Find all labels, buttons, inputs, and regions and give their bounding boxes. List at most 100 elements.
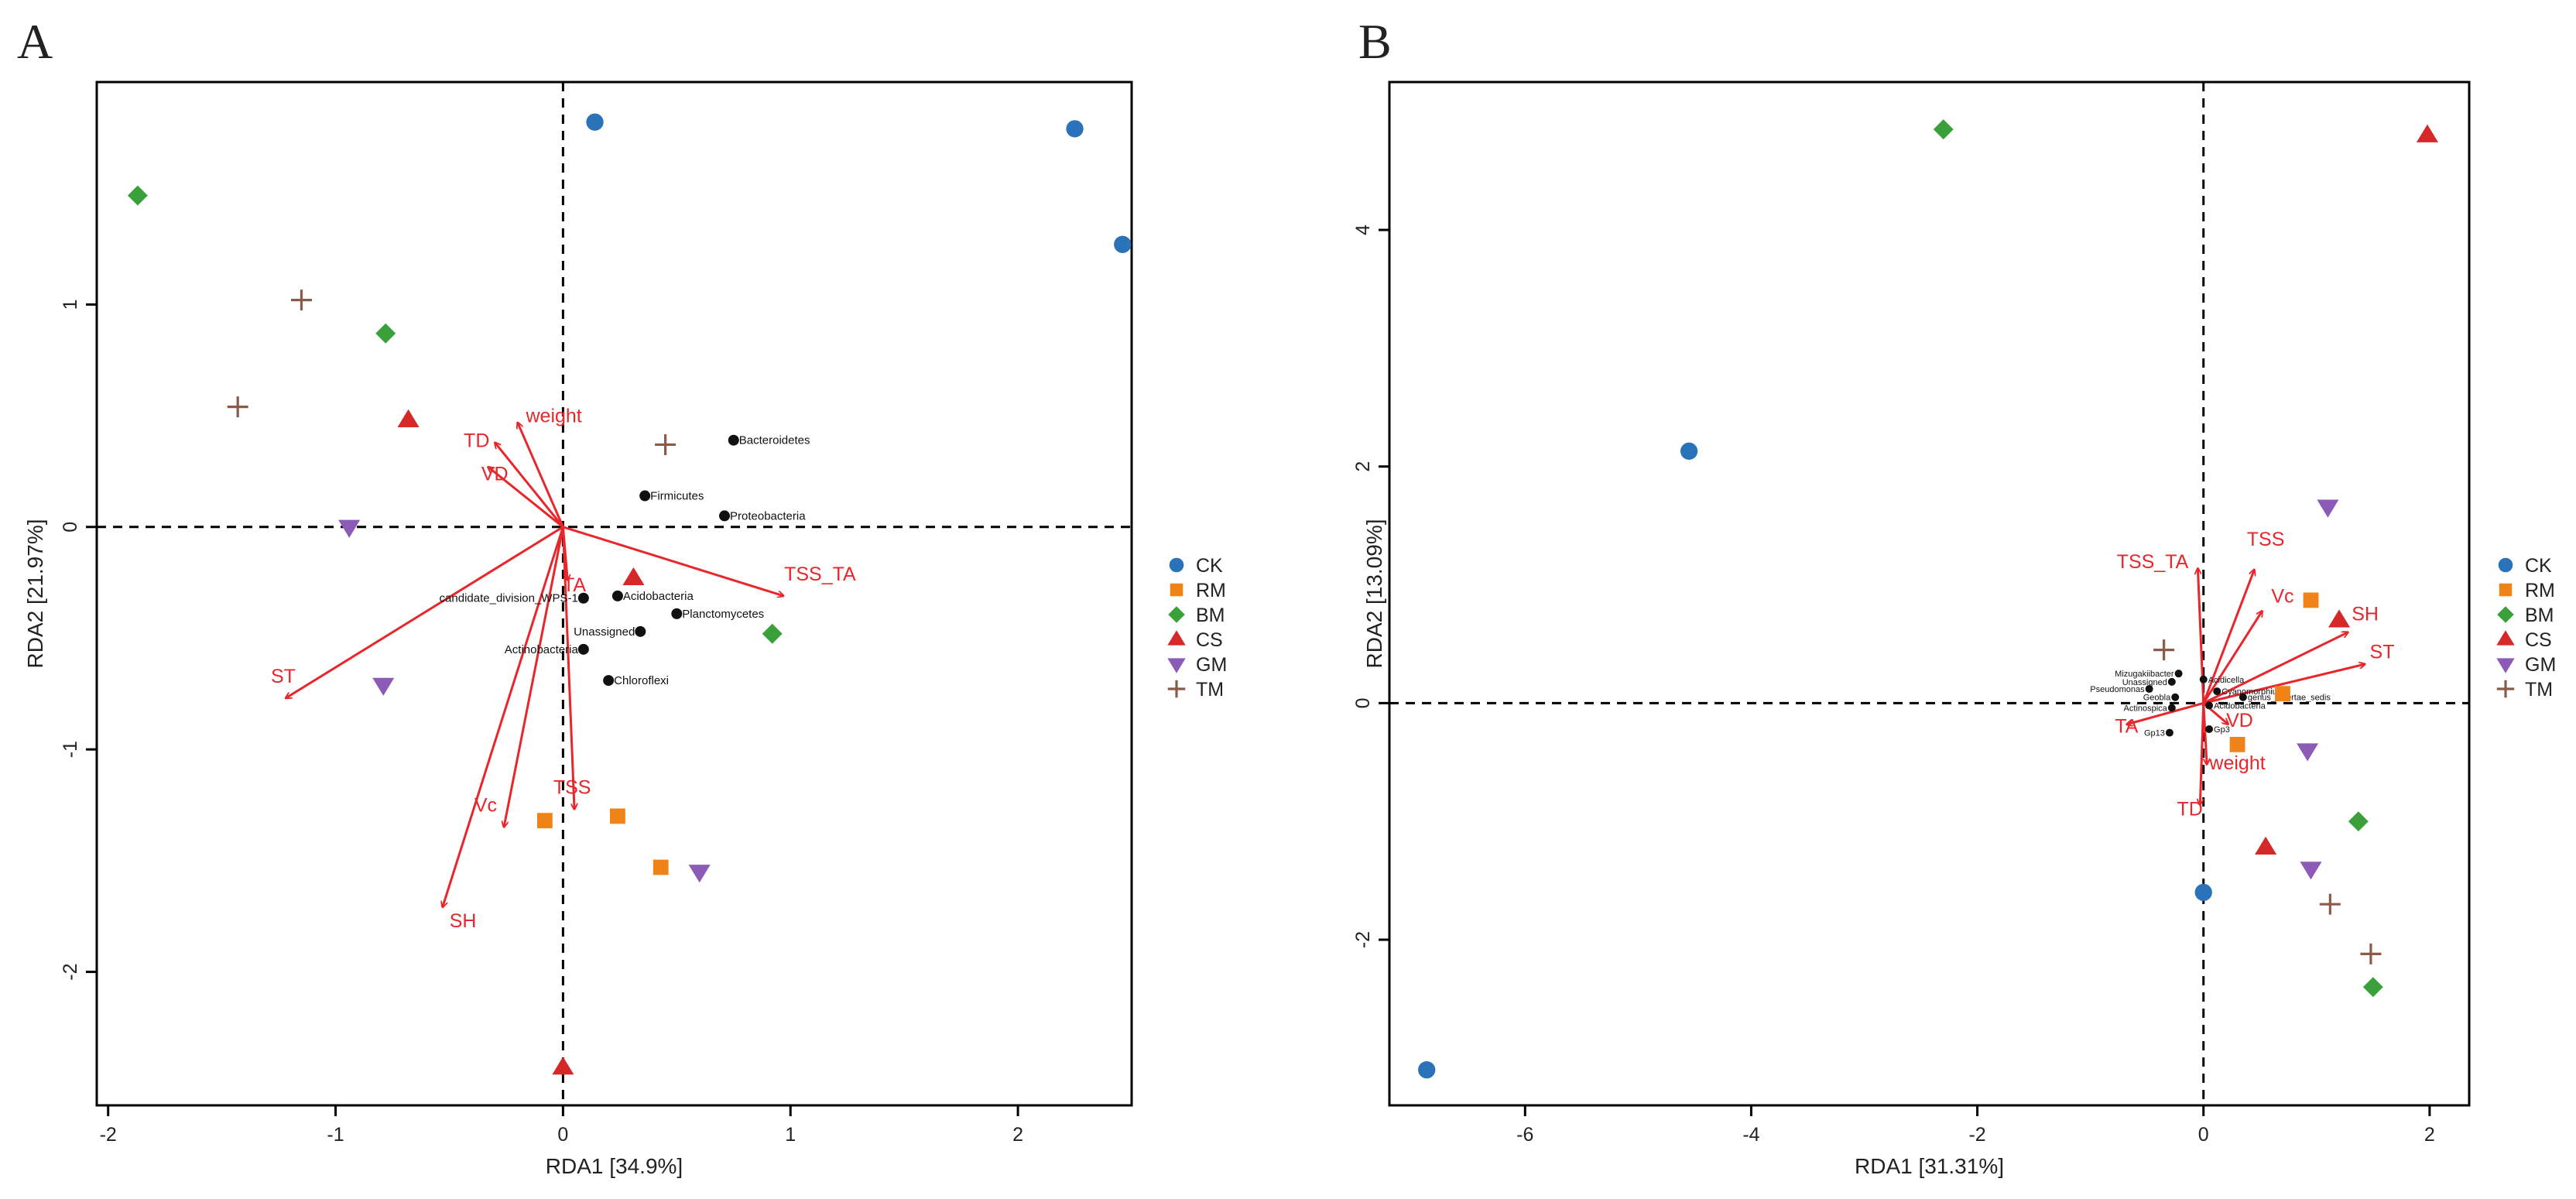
y-tick-label: 4 xyxy=(1352,224,1374,235)
taxon-label: candidate_division_WPS-1 xyxy=(440,592,578,605)
y-axis-title: RDA2 [21.97%] xyxy=(23,519,47,669)
sample-point-gm xyxy=(2297,743,2319,762)
sample-point-gm xyxy=(372,677,395,696)
sample-point-ck xyxy=(1680,442,1698,460)
taxon-label: Acidobacteria xyxy=(623,590,694,603)
plot-frame xyxy=(95,81,1133,1107)
env-vector-label: TSS xyxy=(553,777,591,799)
taxon-point xyxy=(2199,675,2208,683)
taxon-label: Unassigned xyxy=(574,625,635,639)
env-vector-label: TD xyxy=(2177,799,2203,820)
taxon-point xyxy=(639,490,651,502)
env-vector-label: ST xyxy=(271,666,296,687)
taxon-label: Geobla xyxy=(2143,694,2171,703)
sample-point-rm xyxy=(2275,686,2290,702)
sample-point-rm xyxy=(610,808,625,824)
taxon-point xyxy=(719,510,731,522)
env-vector-arrow xyxy=(2200,703,2205,804)
taxon-point xyxy=(728,434,739,446)
sample-point-rm xyxy=(2229,736,2245,752)
x-tick-label: -2 xyxy=(100,1124,117,1146)
sample-point-ck xyxy=(1418,1060,1436,1079)
taxon-label: Bacteroidetes xyxy=(739,434,810,447)
sample-point-ck xyxy=(1066,120,1084,138)
panel-a: A -2 -1 0 1 2 -2 -1 0 1 RDA1 [34.9%] RDA2 [21.97%] w… xyxy=(17,14,1227,1178)
y-tick-label: 0 xyxy=(1352,697,1374,708)
taxon-label: Actinospica xyxy=(2124,704,2168,713)
taxon-label: Gp3 xyxy=(2214,725,2230,735)
legend-label: TM xyxy=(1196,679,1224,701)
x-tick-label: 1 xyxy=(785,1124,796,1146)
env-vector-label: SH xyxy=(450,910,477,932)
sample-point-ck xyxy=(2194,883,2212,902)
y-axis-title: RDA2 [13.09%] xyxy=(1362,519,1386,669)
legend-marker-rm xyxy=(2499,583,2513,597)
env-vector-label: weight xyxy=(525,406,581,427)
sample-point-rm xyxy=(2303,592,2319,608)
legend-marker-ck xyxy=(1169,557,1184,573)
taxon-label: Chloroflexi xyxy=(614,674,669,687)
taxon-point xyxy=(2174,670,2183,678)
x-tick-label: 2 xyxy=(1012,1124,1023,1146)
taxon-point xyxy=(671,608,683,619)
x-tick-label: -2 xyxy=(1968,1124,1985,1146)
sample-point-rm xyxy=(653,859,669,875)
sample-point-bm xyxy=(2362,977,2383,998)
legend-marker-cs xyxy=(1167,630,1186,646)
sample-point-bm xyxy=(2348,811,2369,832)
env-vector-arrow xyxy=(2203,664,2365,704)
legend-label: CK xyxy=(1196,555,1223,577)
taxon-label: Mizugakiibacter xyxy=(2115,670,2174,679)
env-vector-label: VD xyxy=(2226,710,2253,731)
y-tick-label: 1 xyxy=(60,299,81,310)
legend-marker-cs xyxy=(2496,630,2515,646)
taxon-point xyxy=(2167,677,2176,686)
sample-point-tm xyxy=(2360,943,2382,964)
taxon-point xyxy=(2239,693,2247,701)
legend-label: CK xyxy=(2525,555,2552,577)
env-vector-arrow xyxy=(562,526,783,596)
env-vector-arrow xyxy=(2202,611,2263,704)
env-vector-arrow xyxy=(495,443,564,528)
sample-point-cs xyxy=(397,409,420,427)
taxon-label: Pseudomonas xyxy=(2090,685,2145,694)
sample-point-gm xyxy=(2300,862,2322,880)
panel-b: B -6 -4 -2 0 2 -2 0 2 4 RDA1 [31.31%] RDA2 [13.09%]… xyxy=(1352,14,2556,1178)
env-vector-arrow xyxy=(286,526,564,698)
env-vector-arrow xyxy=(2203,632,2348,704)
sample-point-tm xyxy=(290,289,312,311)
sample-point-cs xyxy=(2255,836,2277,855)
legend-label: CS xyxy=(1196,629,1223,651)
sample-point-cs xyxy=(2416,124,2438,142)
sample-point-tm xyxy=(2319,893,2341,915)
env-vector-label: TSS_TA xyxy=(784,564,856,585)
x-tick-label: -4 xyxy=(1742,1124,1759,1146)
legend-marker-gm xyxy=(2496,658,2515,673)
legend-marker-ck xyxy=(2498,557,2513,573)
legend-marker-bm xyxy=(2497,606,2514,623)
x-axis-title: RDA1 [31.31%] xyxy=(1855,1154,2004,1178)
env-vector-label: Vc xyxy=(2271,585,2293,607)
env-vector-label: TA xyxy=(2115,716,2138,738)
panel-letter: B xyxy=(1358,14,1392,69)
legend-marker-tm xyxy=(2496,680,2515,698)
taxon-point xyxy=(2145,685,2153,694)
y-tick-label: -2 xyxy=(60,963,81,980)
x-tick-label: 0 xyxy=(2198,1124,2209,1146)
sample-point-tm xyxy=(227,396,248,418)
sample-point-cs xyxy=(2328,609,2351,628)
taxon-point xyxy=(2213,687,2221,696)
taxon-label: Unassigned xyxy=(2122,678,2167,687)
taxon-point xyxy=(2165,728,2174,737)
y-tick-label: -2 xyxy=(1352,931,1374,948)
sample-point-bm xyxy=(127,185,148,206)
x-tick-label: 2 xyxy=(2424,1124,2435,1146)
env-vector-arrow xyxy=(2126,701,2204,725)
sample-point-ck xyxy=(1114,235,1132,253)
taxon-label: Cyanomorphium xyxy=(2221,687,2284,697)
y-tick-label: 2 xyxy=(1352,461,1374,472)
x-axis-title: RDA1 [34.9%] xyxy=(546,1154,683,1178)
x-tick-label: -1 xyxy=(327,1124,344,1146)
taxon-label: Gp13 xyxy=(2144,729,2165,738)
taxon-label: Acidicella xyxy=(2208,676,2245,685)
